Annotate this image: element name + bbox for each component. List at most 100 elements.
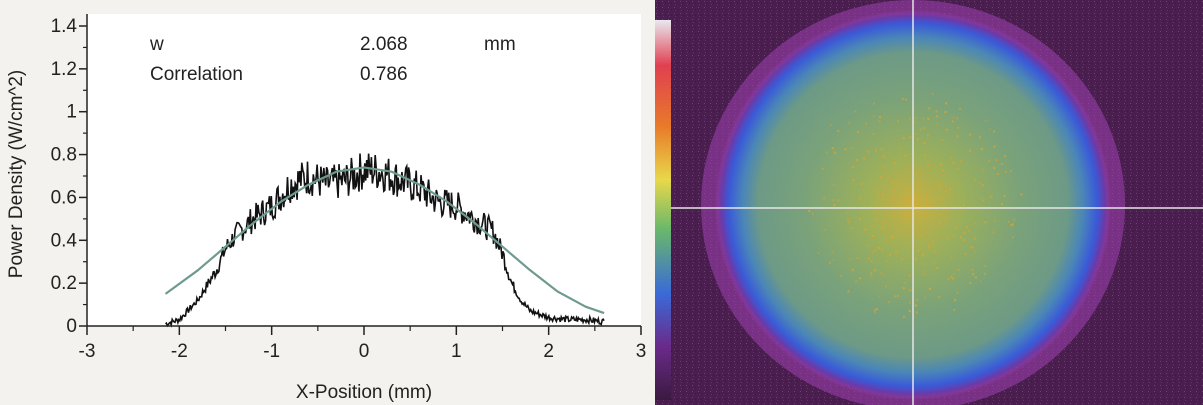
hot-speckle (918, 200, 921, 203)
hot-speckle (929, 205, 932, 207)
hot-speckle (923, 142, 926, 145)
hot-speckle (868, 244, 871, 247)
hot-speckle (980, 148, 983, 151)
hot-speckle (831, 147, 834, 150)
hot-speckle (831, 251, 834, 254)
hot-speckle (878, 247, 881, 250)
hot-speckle (881, 249, 884, 252)
hot-speckle (940, 182, 943, 185)
hot-speckle (865, 122, 868, 125)
hot-speckle (928, 243, 930, 246)
hot-speckle (939, 163, 942, 166)
hot-speckle (952, 160, 955, 163)
hot-speckle (867, 257, 870, 260)
hot-speckle (916, 299, 919, 302)
hot-speckle (1013, 218, 1016, 221)
hot-speckle (906, 217, 909, 220)
hot-speckle (935, 123, 938, 126)
hot-speckle (909, 136, 911, 139)
hot-speckle (883, 221, 886, 224)
hot-speckle (942, 184, 945, 187)
hot-speckle (945, 216, 947, 219)
measured-profile-line (165, 153, 605, 328)
hot-speckle (937, 236, 940, 239)
hot-speckle (877, 246, 880, 249)
hot-speckle (873, 249, 876, 252)
hot-speckle (867, 150, 870, 153)
hot-speckle (822, 167, 825, 170)
hot-speckle (917, 220, 920, 223)
hot-speckle (857, 131, 860, 134)
hot-speckle (906, 196, 909, 199)
hot-speckle (914, 191, 917, 194)
hot-speckle (894, 162, 897, 165)
hot-speckle (889, 253, 892, 256)
hot-speckle (956, 135, 959, 138)
x-tick-label: 3 (636, 341, 647, 362)
hot-speckle (982, 168, 985, 171)
hot-speckle (832, 199, 835, 201)
hot-speckle (811, 212, 814, 215)
hot-speckle (952, 235, 955, 238)
y-tick-label: 0.4 (51, 230, 78, 251)
hot-speckle (971, 246, 974, 249)
hot-speckle (847, 218, 849, 221)
hot-speckle (933, 214, 936, 217)
hot-speckle (979, 182, 982, 184)
hot-speckle (895, 250, 897, 253)
x-tick-label: 2 (543, 341, 554, 362)
hot-speckle (908, 274, 911, 277)
hot-speckle (1000, 162, 1003, 165)
hot-speckle (882, 155, 885, 158)
hot-speckle (833, 151, 836, 154)
hot-speckle (867, 227, 870, 230)
hot-speckle (878, 116, 881, 119)
hot-speckle (882, 198, 885, 201)
hot-speckle (897, 183, 899, 186)
hot-speckle (928, 288, 931, 290)
hot-speckle (974, 276, 977, 279)
hot-speckle (837, 129, 840, 132)
hot-speckle (914, 205, 917, 207)
hot-speckle (910, 189, 913, 192)
hot-speckle (874, 310, 876, 313)
hot-speckle (823, 228, 826, 231)
hot-speckle (909, 289, 912, 292)
hot-speckle (939, 213, 942, 216)
hot-speckle (924, 270, 926, 273)
hot-speckle (983, 272, 986, 275)
hot-speckle (942, 208, 945, 211)
hot-speckle (925, 215, 928, 218)
hot-speckle (963, 239, 966, 241)
hot-speckle (855, 159, 858, 162)
beam-hot-core (808, 93, 1023, 318)
y-tick-label: 0.8 (51, 145, 77, 166)
hot-speckle (880, 176, 882, 178)
hot-speckle (927, 117, 930, 120)
hot-speckle (969, 149, 971, 152)
hot-speckle (907, 254, 910, 257)
hot-speckle (833, 204, 836, 206)
hot-speckle (870, 275, 873, 278)
hot-speckle (922, 253, 925, 256)
x-axis-title: X-Position (mm) (296, 382, 432, 403)
hot-speckle (931, 93, 934, 96)
hot-speckle (966, 226, 969, 228)
hot-speckle (926, 134, 929, 137)
hot-speckle (952, 116, 955, 119)
hot-speckle (953, 273, 956, 276)
hot-speckle (909, 301, 911, 304)
hot-speckle (949, 187, 952, 190)
hot-speckle (874, 149, 877, 152)
hot-speckle (942, 169, 944, 172)
hot-speckle (859, 277, 862, 280)
y-tick-label: 1 (66, 102, 77, 123)
hot-speckle (933, 187, 936, 190)
hot-speckle (880, 148, 883, 151)
hot-speckle (875, 188, 878, 191)
hot-speckle (956, 117, 959, 120)
hot-speckle (883, 205, 886, 207)
hot-speckle (950, 275, 953, 278)
hot-speckle (917, 192, 920, 195)
hot-speckle (884, 156, 887, 159)
